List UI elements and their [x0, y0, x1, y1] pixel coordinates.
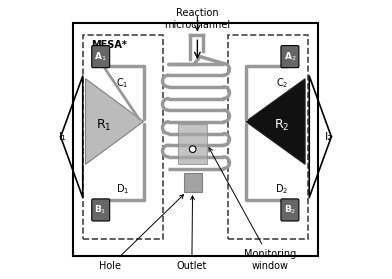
Polygon shape — [246, 79, 305, 164]
FancyBboxPatch shape — [281, 45, 299, 68]
FancyBboxPatch shape — [281, 199, 299, 221]
Text: D$_1$: D$_1$ — [116, 182, 129, 196]
Text: I₁: I₁ — [59, 132, 67, 142]
Text: R$_2$: R$_2$ — [274, 118, 289, 133]
Text: D$_2$: D$_2$ — [275, 182, 289, 196]
Text: B$_1$: B$_1$ — [94, 204, 107, 216]
FancyBboxPatch shape — [92, 199, 110, 221]
Text: A$_1$: A$_1$ — [94, 50, 107, 63]
Text: Monitoring
window: Monitoring window — [209, 148, 297, 271]
Text: Hole: Hole — [99, 195, 183, 271]
Bar — [178, 124, 207, 164]
Text: R$_1$: R$_1$ — [96, 118, 111, 133]
Text: MESA*: MESA* — [91, 40, 127, 50]
Text: C$_2$: C$_2$ — [276, 76, 289, 90]
Polygon shape — [85, 79, 143, 164]
Circle shape — [189, 146, 196, 153]
Bar — [228, 35, 308, 239]
Bar — [73, 23, 318, 256]
FancyBboxPatch shape — [92, 45, 110, 68]
Text: A$_2$: A$_2$ — [284, 50, 296, 63]
Bar — [183, 173, 201, 192]
Text: Outlet: Outlet — [177, 196, 207, 271]
Text: B$_2$: B$_2$ — [284, 204, 296, 216]
Text: I₂: I₂ — [325, 132, 332, 142]
Bar — [83, 35, 163, 239]
Text: Reaction
microchannel: Reaction microchannel — [164, 8, 230, 30]
Text: C$_1$: C$_1$ — [116, 76, 129, 90]
